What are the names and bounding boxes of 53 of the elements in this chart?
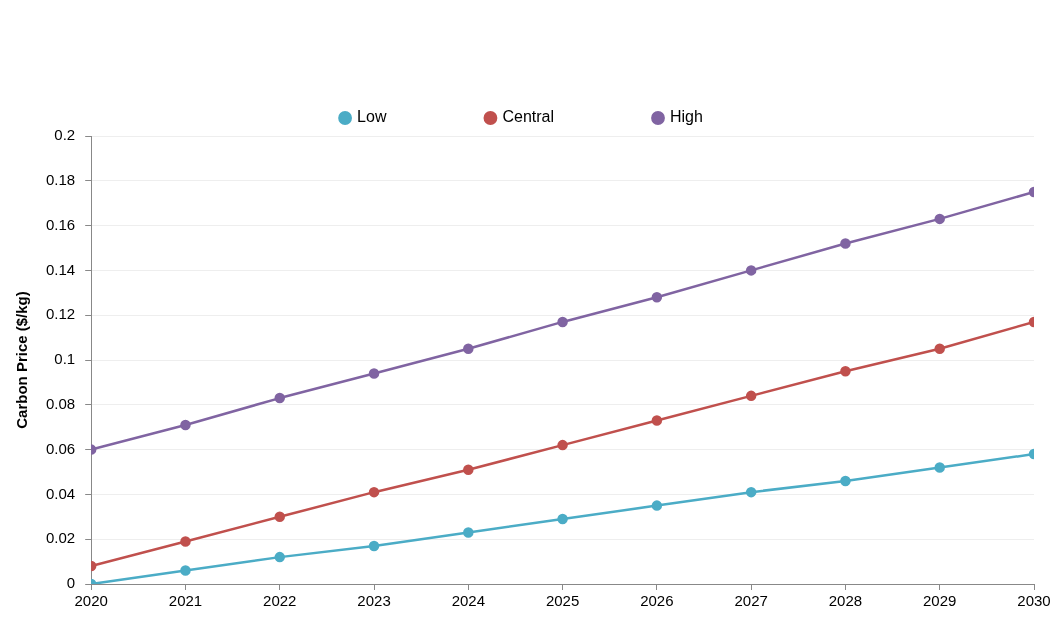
point [557,316,568,328]
y-tick-label: 0.2 [54,126,76,144]
point [274,551,286,563]
point [368,540,380,552]
y-tick-label: 0.04 [45,484,76,502]
point [840,365,851,377]
point [463,527,474,538]
x-tick-label: 2029 [923,592,957,610]
legend-label: Central [502,108,555,126]
y-tick-label: 0.02 [45,529,76,547]
y-tick-label: 0.06 [45,439,76,457]
y-axis-title: Carbon Price ($/kg) [13,291,31,429]
point [651,292,663,303]
point [934,462,945,473]
legend-label: Low [357,108,387,126]
point [840,475,851,487]
x-tick-label: 2030 [1017,592,1051,610]
y-tick-label: 0.14 [45,260,76,278]
point [745,265,757,276]
x-tick-label: 2021 [168,592,203,610]
point [651,500,663,511]
point [274,392,286,404]
x-tick-label: 2022 [263,592,297,610]
y-tick-label: 0.08 [45,394,76,412]
x-tick-label: 2027 [734,592,768,610]
x-tick-label: 2020 [74,592,108,610]
point [180,536,191,547]
y-tick-label: 0.18 [45,170,76,188]
point [180,419,191,431]
point [463,343,474,355]
x-tick-label: 2024 [451,592,485,610]
x-tick-label: 2028 [828,592,863,610]
point [651,415,663,426]
point [745,486,757,498]
point [274,511,286,523]
point [934,343,945,355]
x-tick-label: 2023 [357,592,391,610]
point [840,238,851,249]
y-tick-label: 0.12 [45,305,76,323]
point [934,213,945,225]
point [368,368,380,379]
y-tick-label: 0.1 [54,350,76,368]
x-tick-label: 2025 [545,592,580,610]
point [557,439,568,451]
point [368,486,380,498]
y-tick-label: 0 [66,574,76,592]
legend-label: High [670,108,703,126]
point [463,464,474,476]
x-tick-label: 2026 [640,592,674,610]
point [745,390,757,402]
point [180,565,191,576]
y-tick-label: 0.16 [45,215,76,233]
point [557,513,568,525]
